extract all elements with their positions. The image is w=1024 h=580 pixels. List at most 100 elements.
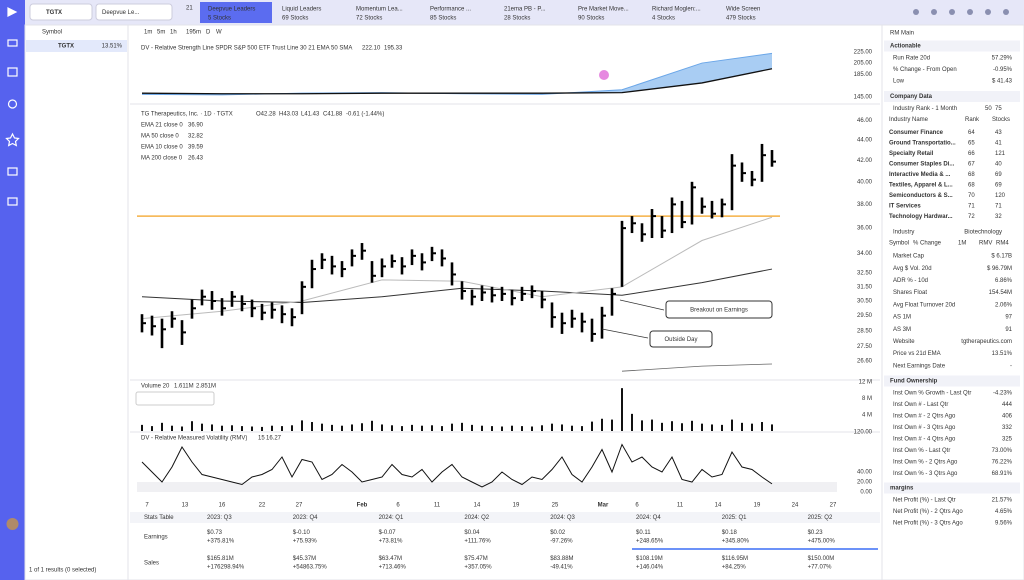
sub-column: % Change (913, 241, 942, 247)
stats-value: $75.47M (464, 556, 487, 562)
avatar[interactable] (6, 518, 19, 530)
tab[interactable] (644, 2, 716, 23)
volume-value: 1.611M (174, 384, 194, 390)
volume-bar (271, 425, 273, 431)
stats-value: $-0.07 (379, 530, 397, 536)
stats-row-label: Earnings (144, 535, 168, 541)
tab-count: 479 Stocks (726, 16, 756, 22)
row-value: 2.06% (995, 302, 1013, 308)
row-label: Inst Own # - 4 Qtrs Ago (893, 437, 956, 443)
indicator-name: EMA 10 close 0 (141, 145, 183, 151)
x-tick-label: 6 (396, 503, 400, 509)
tab[interactable] (200, 2, 272, 23)
search-box[interactable] (29, 3, 93, 21)
volume-bar (471, 424, 473, 431)
industry-cell: 69 (995, 172, 1002, 178)
rs-new-high-dot (599, 70, 609, 80)
row-value: 21.57% (992, 498, 1013, 504)
stats-column: 2024: Q2 (464, 515, 489, 521)
rmv-tick-label: 40.00 (857, 470, 873, 476)
row-label: Price vs 21d EMA (893, 351, 941, 357)
row-value: -4.23% (993, 391, 1013, 397)
industry-cell: Technology Hardwar... (889, 214, 953, 220)
rs-sma-line (141, 68, 773, 95)
industry-cell: 67 (968, 162, 975, 168)
volume-bar (301, 420, 303, 431)
volume-bar (231, 425, 233, 431)
industry-cell: Specialty Retail (889, 151, 934, 157)
row-label: ADR % - 10d (893, 278, 928, 284)
stats-value: $165.81M (207, 556, 234, 562)
volume-bar (661, 422, 663, 431)
rs-tick-label: 185.00 (854, 72, 873, 78)
price-tick-label: 34.00 (857, 251, 873, 257)
stats-change: +77.07% (808, 565, 833, 571)
stats-value: $150.00M (808, 556, 835, 562)
stats-change: +375.81% (207, 539, 235, 545)
volume-bar (141, 424, 143, 431)
stats-change: +73.81% (379, 539, 404, 545)
tab-count: 5 Stocks (208, 16, 231, 22)
row-value: 73.00% (992, 448, 1013, 454)
interval-button[interactable]: 1h (170, 30, 177, 36)
volume-bar (321, 423, 323, 431)
x-tick-label: 24 (792, 503, 799, 509)
interval-button[interactable]: W (216, 30, 222, 36)
volume-bar (481, 425, 483, 431)
stats-value: $45.37M (293, 556, 316, 562)
volume-value: 2.851M (196, 384, 216, 390)
interval-button[interactable]: 195m (186, 30, 201, 36)
volume-bar (181, 426, 183, 431)
tab[interactable] (570, 2, 642, 23)
interval-button[interactable]: 1m (144, 30, 152, 36)
industry-cell: 69 (995, 183, 1002, 189)
price-tick-label: 29.50 (857, 313, 873, 319)
stats-value: $0.02 (550, 530, 566, 536)
industry-cell: 43 (995, 130, 1002, 136)
volume-bar (691, 420, 693, 431)
stats-change: +75.93% (293, 539, 318, 545)
section-bg (884, 375, 1020, 387)
volume-bar (741, 422, 743, 431)
x-tick-label: 19 (513, 503, 520, 509)
annotation-arrow (601, 328, 649, 339)
rank-label: Industry Rank - 1 Month (893, 106, 957, 112)
stats-change: -97.26% (550, 539, 573, 545)
tab[interactable] (348, 2, 420, 23)
volume-bar (541, 425, 543, 431)
industry-cell: Interactive Media & ... (889, 172, 951, 178)
row-label: AS 3M (893, 327, 911, 333)
stats-column: 2025: Q1 (722, 515, 747, 521)
volume-bar (671, 421, 673, 431)
stats-value: $108.19M (636, 556, 663, 562)
row-label: Avg Float Turnover 20d (893, 302, 955, 308)
interval-button[interactable]: 5m (157, 30, 165, 36)
stats-column: 2023: Q4 (293, 515, 318, 521)
stats-column: 2024: Q4 (636, 515, 661, 521)
indicator-name: MA 50 close 0 (141, 134, 179, 140)
sub-column: Symbol (889, 241, 909, 247)
watchlist-select[interactable] (95, 3, 173, 21)
tab[interactable] (274, 2, 346, 23)
volume-bar (171, 425, 173, 431)
tab[interactable] (718, 2, 790, 23)
price-tick-label: 28.50 (857, 328, 873, 334)
row-label: Run Rate 20d (893, 56, 930, 62)
tab[interactable] (422, 2, 494, 23)
row-label: Website (893, 339, 915, 345)
industry-column: Rank (965, 117, 980, 123)
row-value: $ 6.17B (991, 254, 1012, 260)
volume-bar (611, 419, 613, 431)
volume-bar (591, 421, 593, 431)
section-title: Company Data (890, 94, 933, 100)
stats-change: +345.80% (722, 539, 750, 545)
row-value: 68.91% (992, 471, 1013, 477)
volume-bar (651, 419, 653, 431)
industry-cell: 70 (968, 193, 975, 199)
interval-button[interactable]: D (206, 30, 211, 36)
tab-count: 4 Stocks (652, 16, 675, 22)
drawing-tools[interactable] (135, 391, 215, 406)
tab[interactable] (496, 2, 568, 23)
rmv-tick-label: 0.00 (860, 490, 872, 496)
